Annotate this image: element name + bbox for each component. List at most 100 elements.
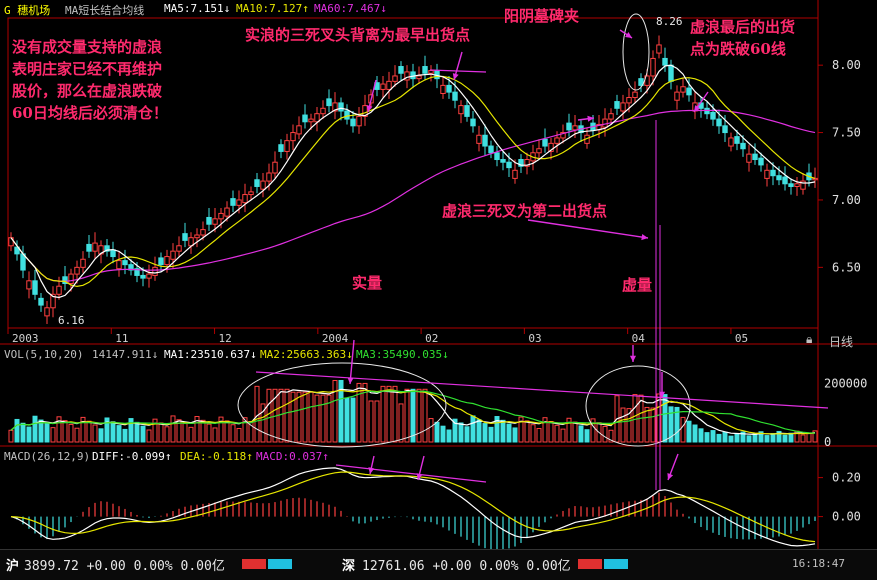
volume-bar: [14, 418, 20, 443]
period-daily[interactable]: 日线: [829, 335, 854, 349]
volume-bar: [344, 397, 350, 443]
annotation-arrowhead: [658, 391, 666, 398]
volume-bar: [620, 407, 626, 443]
vol-ma2: MA2:25663.363↓: [260, 348, 353, 361]
candle-body: [812, 177, 818, 181]
volume-bar: [68, 423, 74, 443]
volume-bar: [110, 421, 116, 443]
volume-bar: [602, 425, 608, 443]
candle-body: [254, 179, 260, 187]
candle-body: [332, 102, 338, 112]
volume-bar: [362, 382, 368, 443]
macd-tick-label: 0.20: [832, 471, 861, 485]
candle-body: [164, 256, 170, 266]
annotation-arrowhead: [587, 115, 594, 122]
volume-bar: [320, 394, 326, 443]
sh-down-bar: [268, 559, 292, 569]
volume-bar: [158, 422, 164, 443]
candle-body: [302, 114, 308, 123]
volume-bar: [722, 431, 728, 443]
annotation-arrowhead: [629, 355, 637, 362]
candle-body: [380, 83, 386, 90]
candle-body: [266, 172, 272, 182]
candle-body: [572, 125, 578, 131]
candle-body: [56, 285, 62, 295]
candle-body: [440, 84, 446, 94]
vol-ma3-line: [10, 390, 816, 434]
candle-body: [176, 245, 182, 252]
volume-bar: [38, 419, 44, 443]
volume-bar: [788, 432, 794, 443]
annotation-left-line: 股价，那么在虚浪跌破: [12, 82, 163, 100]
candle-body: [182, 233, 188, 241]
sz-index[interactable]: 12761.06 +0.00 0.00% 0.00亿: [362, 559, 571, 574]
macd-label: MACD(26,12,9): [4, 450, 91, 463]
volume-bar: [164, 426, 170, 443]
volume-bar: [686, 420, 692, 443]
candle-body: [26, 280, 32, 290]
candle-body: [482, 134, 488, 147]
volume-bar: [380, 385, 386, 443]
candle-body: [728, 137, 734, 147]
ma60-readout: MA60:7.467↓: [314, 2, 387, 15]
volume-bar: [704, 432, 710, 443]
volume-bar: [656, 393, 662, 443]
candle-body: [260, 180, 266, 190]
volume-bar: [626, 408, 632, 443]
volume-bar: [116, 425, 122, 443]
candle-body: [122, 260, 128, 266]
volume-bar: [590, 418, 596, 443]
candle-body: [662, 57, 668, 66]
volume-bar: [374, 400, 380, 443]
candle-body: [362, 105, 368, 117]
candle-body: [344, 110, 350, 120]
stock-chart-svg[interactable]: 8.00 7.50 7.00 6.50 2003 11 12 2004 02 03 04 05 2000…: [0, 0, 877, 549]
macd-trendline: [335, 464, 487, 483]
volume-bar: [458, 422, 464, 443]
volume-bar: [524, 420, 530, 443]
annotation-left-line: 60日均线后必须清仓！: [12, 104, 168, 122]
candle-body: [500, 159, 506, 163]
volume-bar: [806, 432, 812, 443]
price-tick-label: 7.00: [832, 193, 861, 207]
sh-index[interactable]: 3899.72 +0.00 0.00% 0.00亿: [24, 559, 225, 574]
volume-bar: [776, 430, 782, 443]
candle-body: [32, 280, 38, 295]
volume-bar: [140, 425, 146, 443]
candle-body: [464, 105, 470, 117]
volume-bar: [440, 425, 446, 443]
macd-diff-line: [10, 467, 816, 547]
candle-body: [638, 78, 644, 86]
volume-bar: [398, 403, 404, 443]
low-price-label: 6.16: [58, 314, 85, 327]
indicator-name: MA短长结合均线: [65, 4, 145, 17]
candle-body: [68, 273, 74, 285]
vol-ma3: MA3:35490.035↓: [356, 348, 449, 361]
volume-bar: [518, 416, 524, 443]
volume-bar: [314, 394, 320, 443]
candle-body: [194, 234, 200, 239]
macd-value: MACD:0.037↑: [256, 450, 329, 463]
date-tick-label: 2003: [12, 332, 39, 345]
lock-icon[interactable]: 🔒︎: [806, 332, 813, 346]
candle-body: [236, 199, 242, 206]
candle-body: [560, 132, 566, 139]
volume-bar: [356, 382, 362, 443]
volume-bar: [614, 395, 620, 443]
volume-bar: [206, 423, 212, 443]
volume-bar: [308, 391, 314, 443]
candle-body: [44, 307, 50, 317]
annotation-left-line: 表明庄家已经不再维护: [12, 60, 163, 78]
volume-bar: [122, 428, 128, 443]
volume-bar: [728, 435, 734, 443]
candle-body: [494, 152, 500, 161]
high-price-label: 8.26: [656, 15, 683, 28]
annotation-arrowhead: [452, 73, 459, 80]
price-tick-label: 7.50: [832, 126, 861, 140]
candle-body: [608, 113, 614, 120]
annotation-arrow: [349, 339, 355, 385]
price-tick-label: 6.50: [832, 260, 861, 274]
volume-bar: [434, 421, 440, 443]
candle-body: [248, 191, 254, 196]
candle-body: [554, 137, 560, 144]
